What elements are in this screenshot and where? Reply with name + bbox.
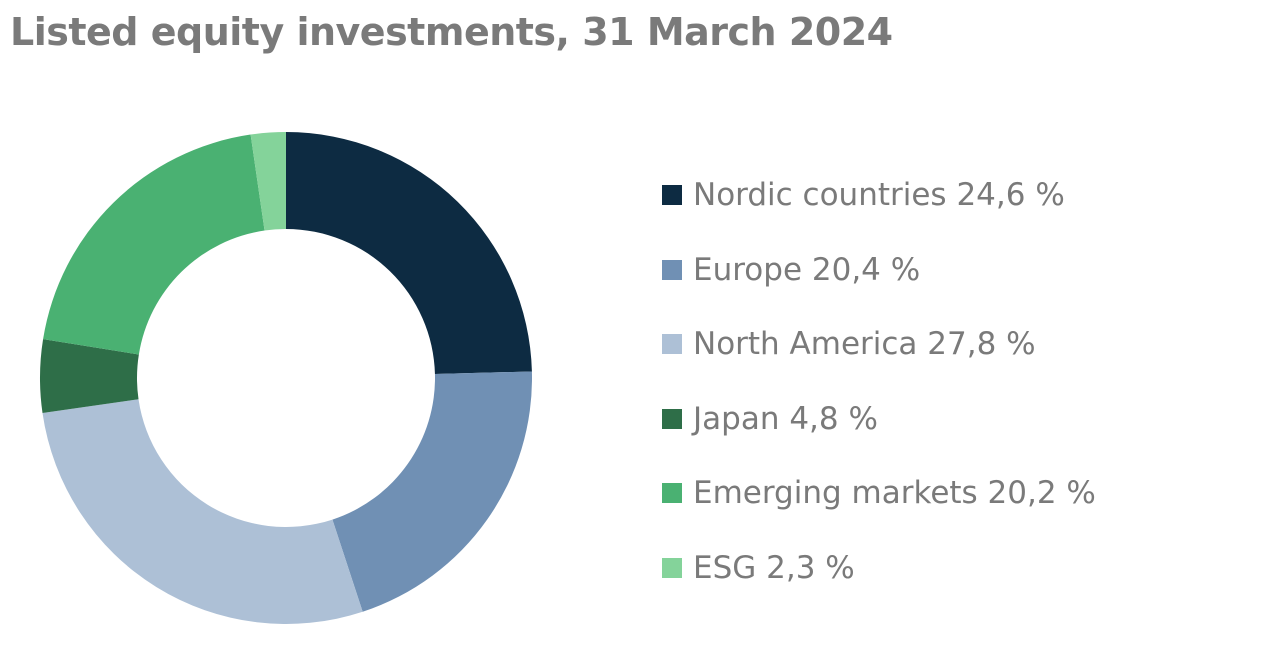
donut-chart (39, 132, 532, 624)
legend-swatch (662, 259, 682, 280)
legend-swatch (662, 185, 682, 205)
slice-nordic-countries (286, 132, 532, 375)
legend-item-emerging-markets: Emerging markets 20,2 % (662, 468, 1096, 518)
legend-label: Nordic countries 24,6 % (693, 177, 1065, 213)
slice-north-america (42, 399, 363, 624)
slice-esg (250, 132, 286, 231)
legend-swatch (662, 408, 682, 429)
legend-label: ESG 2,3 % (693, 549, 855, 586)
legend-item-nordic-countries: Nordic countries 24,6 % (662, 170, 1096, 220)
legend-label: Europe 20,4 % (693, 251, 921, 288)
slice-europe (332, 371, 532, 612)
legend-item-europe: Europe 20,4 % (662, 245, 1096, 295)
slice-emerging-markets (43, 134, 265, 355)
legend-swatch (662, 334, 682, 354)
legend-label: Japan 4,8 % (693, 400, 878, 437)
legend-item-esg: ESG 2,3 % (662, 543, 1096, 593)
slice-japan (39, 339, 139, 414)
legend-item-north-america: North America 27,8 % (662, 319, 1096, 369)
legend-label: North America 27,8 % (693, 326, 1036, 362)
legend-swatch (662, 557, 682, 578)
legend-item-japan: Japan 4,8 % (662, 394, 1096, 444)
legend: Nordic countries 24,6 % Europe 20,4 % Nort… (662, 170, 1096, 617)
legend-label: Emerging markets 20,2 % (693, 475, 1096, 511)
donut-slices (39, 132, 532, 624)
chart-title: Listed equity investments, 31 March 2024 (10, 10, 893, 54)
legend-swatch (662, 483, 682, 503)
